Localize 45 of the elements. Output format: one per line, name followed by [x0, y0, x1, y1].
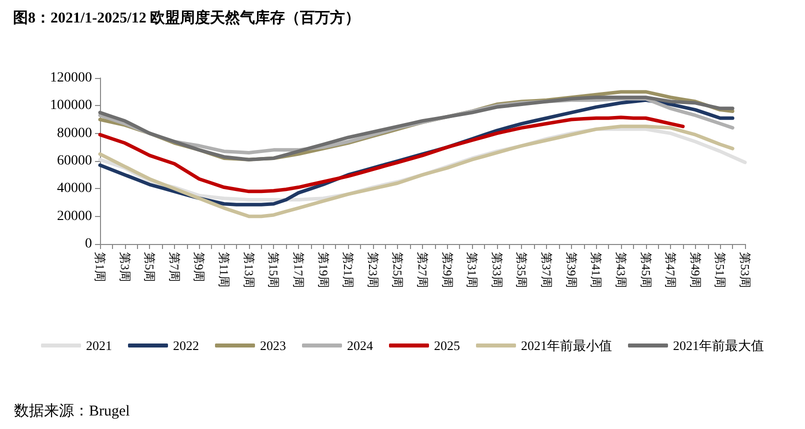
legend-label: 2024	[347, 338, 374, 353]
legend-label: 2022	[173, 338, 199, 353]
x-tick-label: 第25周	[390, 252, 405, 288]
line-series	[98, 124, 734, 218]
x-tick-label: 第5周	[142, 252, 157, 282]
x-tick-label: 第37周	[540, 252, 554, 288]
x-tick-label: 第47周	[664, 252, 678, 288]
y-tick-label: 100000	[50, 98, 92, 114]
x-tick-label: 第29周	[440, 252, 454, 288]
x-tick-label: 第27周	[416, 252, 430, 288]
y-tick-label: 0	[85, 236, 92, 252]
legend-label: 2021年前最大值	[673, 338, 764, 353]
x-tick-label: 第13周	[242, 252, 256, 288]
x-tick-label: 第51周	[713, 252, 728, 288]
y-tick-label: 40000	[57, 181, 92, 196]
y-tick-label: 120000	[50, 70, 92, 86]
x-tick-label: 第21周	[341, 252, 356, 288]
y-tick-label: 60000	[57, 154, 92, 168]
chart-title: 图8：2021/1-2025/12 欧盟周度天然气库存（百万方）	[13, 8, 360, 26]
x-tick-label: 第31周	[465, 252, 480, 288]
x-tick-label: 第19周	[316, 252, 330, 288]
legend-label: 2023	[260, 338, 286, 353]
x-tick-label: 第43周	[614, 252, 628, 288]
y-tick-label: 20000	[57, 208, 92, 224]
legend-label: 2025	[434, 338, 460, 353]
line-series	[98, 116, 685, 194]
x-tick-label: 第3周	[118, 252, 132, 282]
x-tick-label: 第1周	[93, 252, 107, 282]
legend-label: 2021年前最小值	[521, 338, 612, 353]
x-tick-label: 第17周	[291, 252, 306, 288]
x-tick-label: 第9周	[192, 252, 206, 282]
x-tick-label: 第49周	[688, 252, 702, 288]
x-tick-label: 第39周	[564, 252, 578, 288]
x-tick-label: 第35周	[514, 252, 529, 288]
y-tick-label: 80000	[57, 126, 92, 141]
x-tick-label: 第7周	[167, 252, 182, 282]
x-tick-label: 第11周	[217, 252, 232, 288]
x-tick-label: 第53周	[738, 252, 752, 288]
x-tick-label: 第15周	[266, 252, 281, 288]
legend-label: 2021	[86, 338, 112, 353]
x-tick-label: 第33周	[490, 252, 504, 288]
x-tick-label: 第23周	[366, 252, 380, 288]
x-tick-label: 第45周	[638, 252, 653, 288]
source-note: 数据来源：Brugel	[14, 402, 130, 420]
x-tick-label: 第41周	[589, 252, 604, 288]
